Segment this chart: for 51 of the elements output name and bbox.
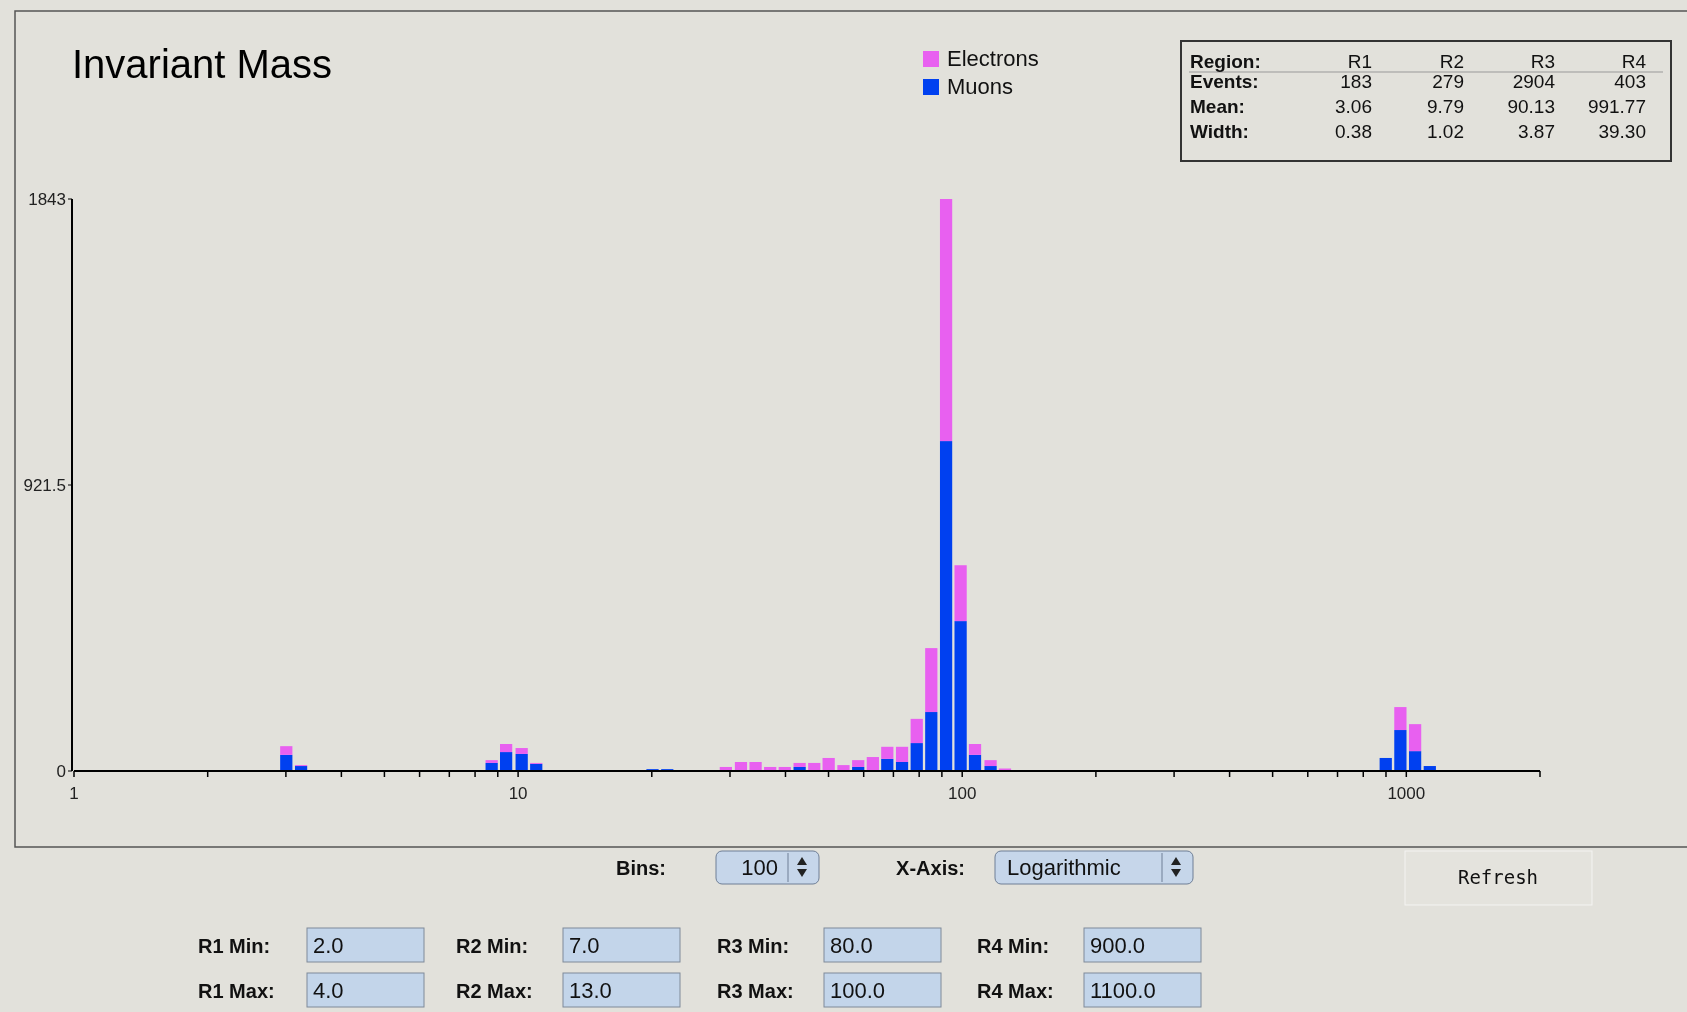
text: Refresh: [1457, 866, 1539, 888]
text: R4: [1621, 51, 1647, 72]
text: R4 Min:: [977, 935, 1050, 957]
y-tick-label: 0: [56, 762, 66, 781]
y-tick-label: 1843: [28, 190, 66, 209]
text: 183: [1340, 71, 1372, 92]
text: R3 Max:: [717, 980, 794, 1002]
text: 1.02: [1427, 121, 1464, 142]
text: Width:: [1190, 121, 1249, 142]
text: R3: [1530, 51, 1555, 72]
x-tick-label: 1: [69, 784, 79, 803]
text: R2: [1439, 51, 1464, 72]
text: X-Axis:: [896, 857, 965, 879]
text: 900.0: [1090, 933, 1146, 958]
text: R3 Min:: [717, 935, 790, 957]
y-tick-label: 921.5: [23, 476, 66, 495]
text: R1 Min:: [198, 935, 271, 957]
text: R1: [1347, 51, 1372, 72]
text: R2 Min:: [456, 935, 529, 957]
chart-title: Invariant Mass: [72, 42, 333, 86]
text: 80.0: [830, 933, 873, 958]
text: 100.0: [830, 978, 886, 1003]
text: R2 Max:: [456, 980, 533, 1002]
text: 39.30: [1598, 121, 1646, 142]
text: 2.0: [313, 933, 344, 958]
text: 0.38: [1335, 121, 1372, 142]
text: 3.87: [1518, 121, 1555, 142]
text: R4 Max:: [977, 980, 1054, 1002]
text: 991.77: [1587, 96, 1646, 117]
text: 90.13: [1507, 96, 1555, 117]
text: 279: [1432, 71, 1464, 92]
text: Region:: [1190, 51, 1261, 72]
text: Mean:: [1190, 96, 1245, 117]
text: 1100.0: [1090, 978, 1156, 1003]
text: 9.79: [1427, 96, 1464, 117]
text: Bins:: [616, 857, 666, 879]
text: Events:: [1190, 71, 1259, 92]
text: 3.06: [1335, 96, 1372, 117]
x-tick-label: 1000: [1387, 784, 1426, 803]
text: Logarithmic: [1007, 855, 1121, 880]
legend-label: Muons: [947, 74, 1014, 99]
text: 4.0: [313, 978, 344, 1003]
text: R1 Max:: [198, 980, 275, 1002]
x-tick-label: 10: [508, 784, 528, 803]
legend-label: Electrons: [947, 46, 1039, 71]
text: 2904: [1512, 71, 1556, 92]
text: 13.0: [569, 978, 612, 1003]
text: 100: [741, 855, 778, 880]
text: 7.0: [569, 933, 600, 958]
text: 403: [1614, 71, 1646, 92]
x-tick-label: 100: [948, 784, 977, 803]
